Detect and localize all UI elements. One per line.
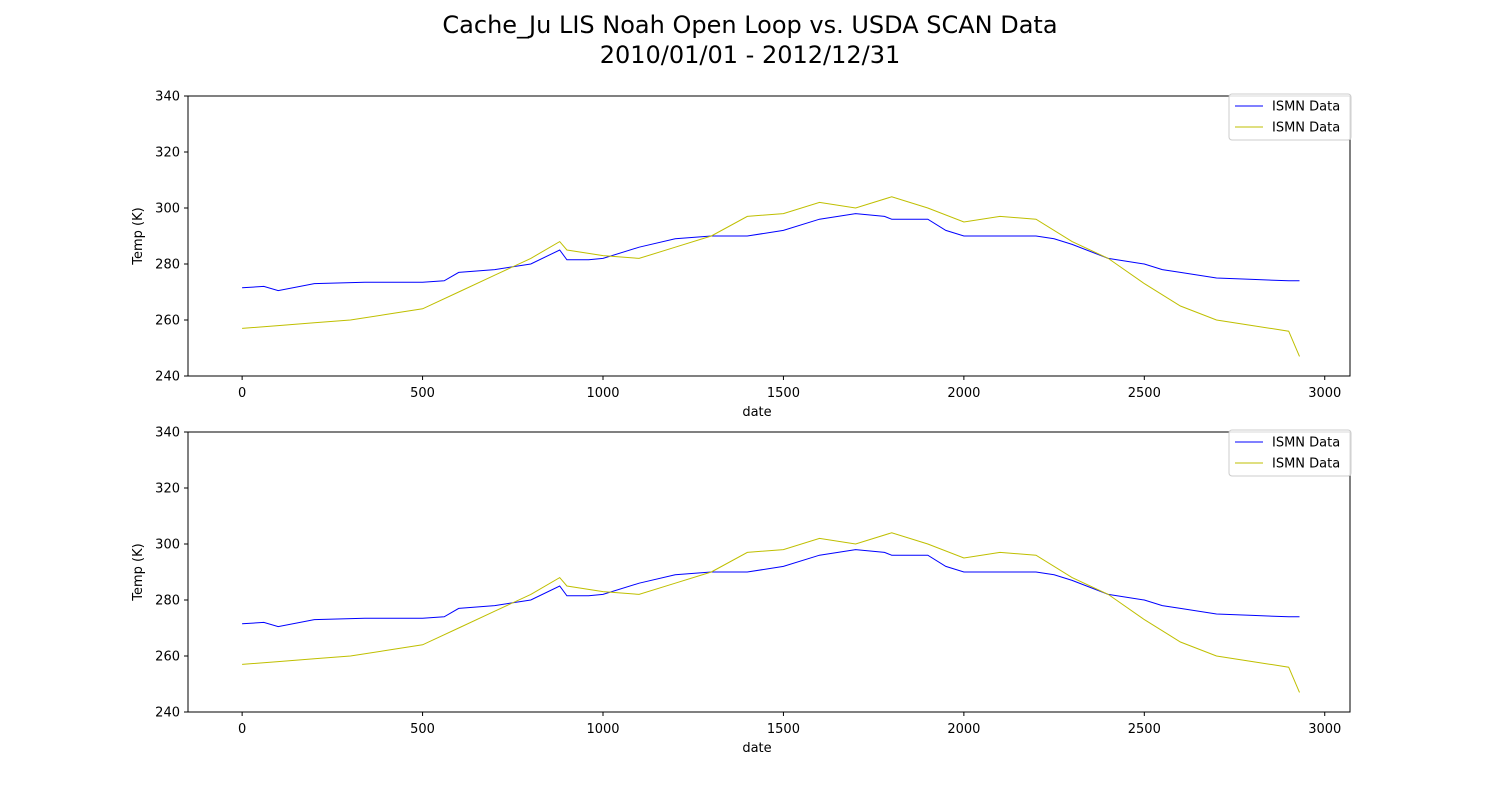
- series-line-1: [242, 549, 1300, 628]
- x-tick-label: 2000: [947, 722, 980, 737]
- subplot-1: 0 500 1000 1500 2000 2500 3000 240 260 280 300 320 3…: [131, 90, 1352, 420]
- x-tick-label: 1000: [586, 386, 619, 401]
- axes-frame: [187, 431, 1351, 713]
- legend-label-2: ISMN Data: [1272, 121, 1340, 136]
- series-line-1: [242, 213, 1300, 292]
- y-tick-label: 280: [155, 258, 180, 273]
- axes-frame: [187, 95, 1351, 377]
- x-tick-label: 1000: [586, 722, 619, 737]
- chart-title: Cache_Ju LIS Noah Open Loop vs. USDA SCA…: [0, 10, 1500, 70]
- x-tick-label: 500: [410, 386, 435, 401]
- plot-area: [242, 532, 1300, 693]
- plot-area: [242, 196, 1300, 357]
- y-tick-label: 340: [155, 90, 180, 105]
- series-line-2: [242, 532, 1300, 693]
- x-tick-label: 500: [410, 722, 435, 737]
- y-tick-label: 240: [155, 706, 180, 721]
- y-tick-label: 260: [155, 314, 180, 329]
- legend: ISMN Data ISMN Data: [1228, 93, 1352, 141]
- y-tick-label: 320: [155, 482, 180, 497]
- y-tick-label: 320: [155, 146, 180, 161]
- y-tick-label: 240: [155, 370, 180, 385]
- x-tick-label: 1500: [767, 722, 800, 737]
- x-tick-label: 0: [238, 386, 246, 401]
- y-tick-label: 300: [155, 538, 180, 553]
- x-tick-label: 2500: [1128, 386, 1161, 401]
- legend-label-1: ISMN Data: [1272, 100, 1340, 115]
- x-tick-label: 3000: [1308, 722, 1341, 737]
- y-axis-label: Temp (K): [131, 207, 146, 265]
- legend-label-1: ISMN Data: [1272, 436, 1340, 451]
- y-tick-label: 300: [155, 202, 180, 217]
- y-tick-label: 280: [155, 594, 180, 609]
- x-tick-label: 1500: [767, 386, 800, 401]
- y-tick-label: 260: [155, 650, 180, 665]
- subplot-2: 0 500 1000 1500 2000 2500 3000 240 260 280 300 320 3…: [131, 426, 1352, 756]
- series-line-2: [242, 196, 1300, 357]
- chart-title-line-1: Cache_Ju LIS Noah Open Loop vs. USDA SCA…: [442, 11, 1058, 39]
- y-tick-label: 340: [155, 426, 180, 441]
- chart-title-line-2: 2010/01/01 - 2012/12/31: [599, 41, 901, 69]
- x-tick-label: 2500: [1128, 722, 1161, 737]
- x-tick-label: 3000: [1308, 386, 1341, 401]
- x-tick-label: 0: [238, 722, 246, 737]
- legend: ISMN Data ISMN Data: [1228, 429, 1352, 477]
- legend-label-2: ISMN Data: [1272, 457, 1340, 472]
- y-axis-label: Temp (K): [131, 543, 146, 601]
- x-axis-label: date: [742, 741, 771, 756]
- x-axis-label: date: [742, 405, 771, 420]
- x-tick-label: 2000: [947, 386, 980, 401]
